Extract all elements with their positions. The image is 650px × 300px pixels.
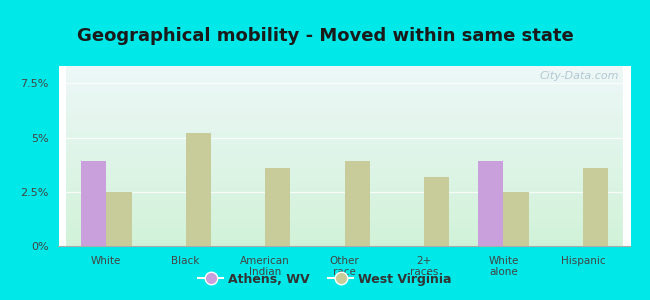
Bar xyxy=(81,161,106,246)
Bar xyxy=(344,161,370,246)
Bar xyxy=(424,177,449,246)
Bar xyxy=(583,168,608,246)
Text: City-Data.com: City-Data.com xyxy=(540,71,619,81)
Text: Geographical mobility - Moved within same state: Geographical mobility - Moved within sam… xyxy=(77,27,573,45)
Bar xyxy=(503,192,529,246)
Bar xyxy=(478,161,503,246)
Legend: Athens, WV, West Virginia: Athens, WV, West Virginia xyxy=(193,268,457,291)
Bar xyxy=(106,192,131,246)
Bar xyxy=(186,133,211,246)
Bar xyxy=(265,168,291,246)
